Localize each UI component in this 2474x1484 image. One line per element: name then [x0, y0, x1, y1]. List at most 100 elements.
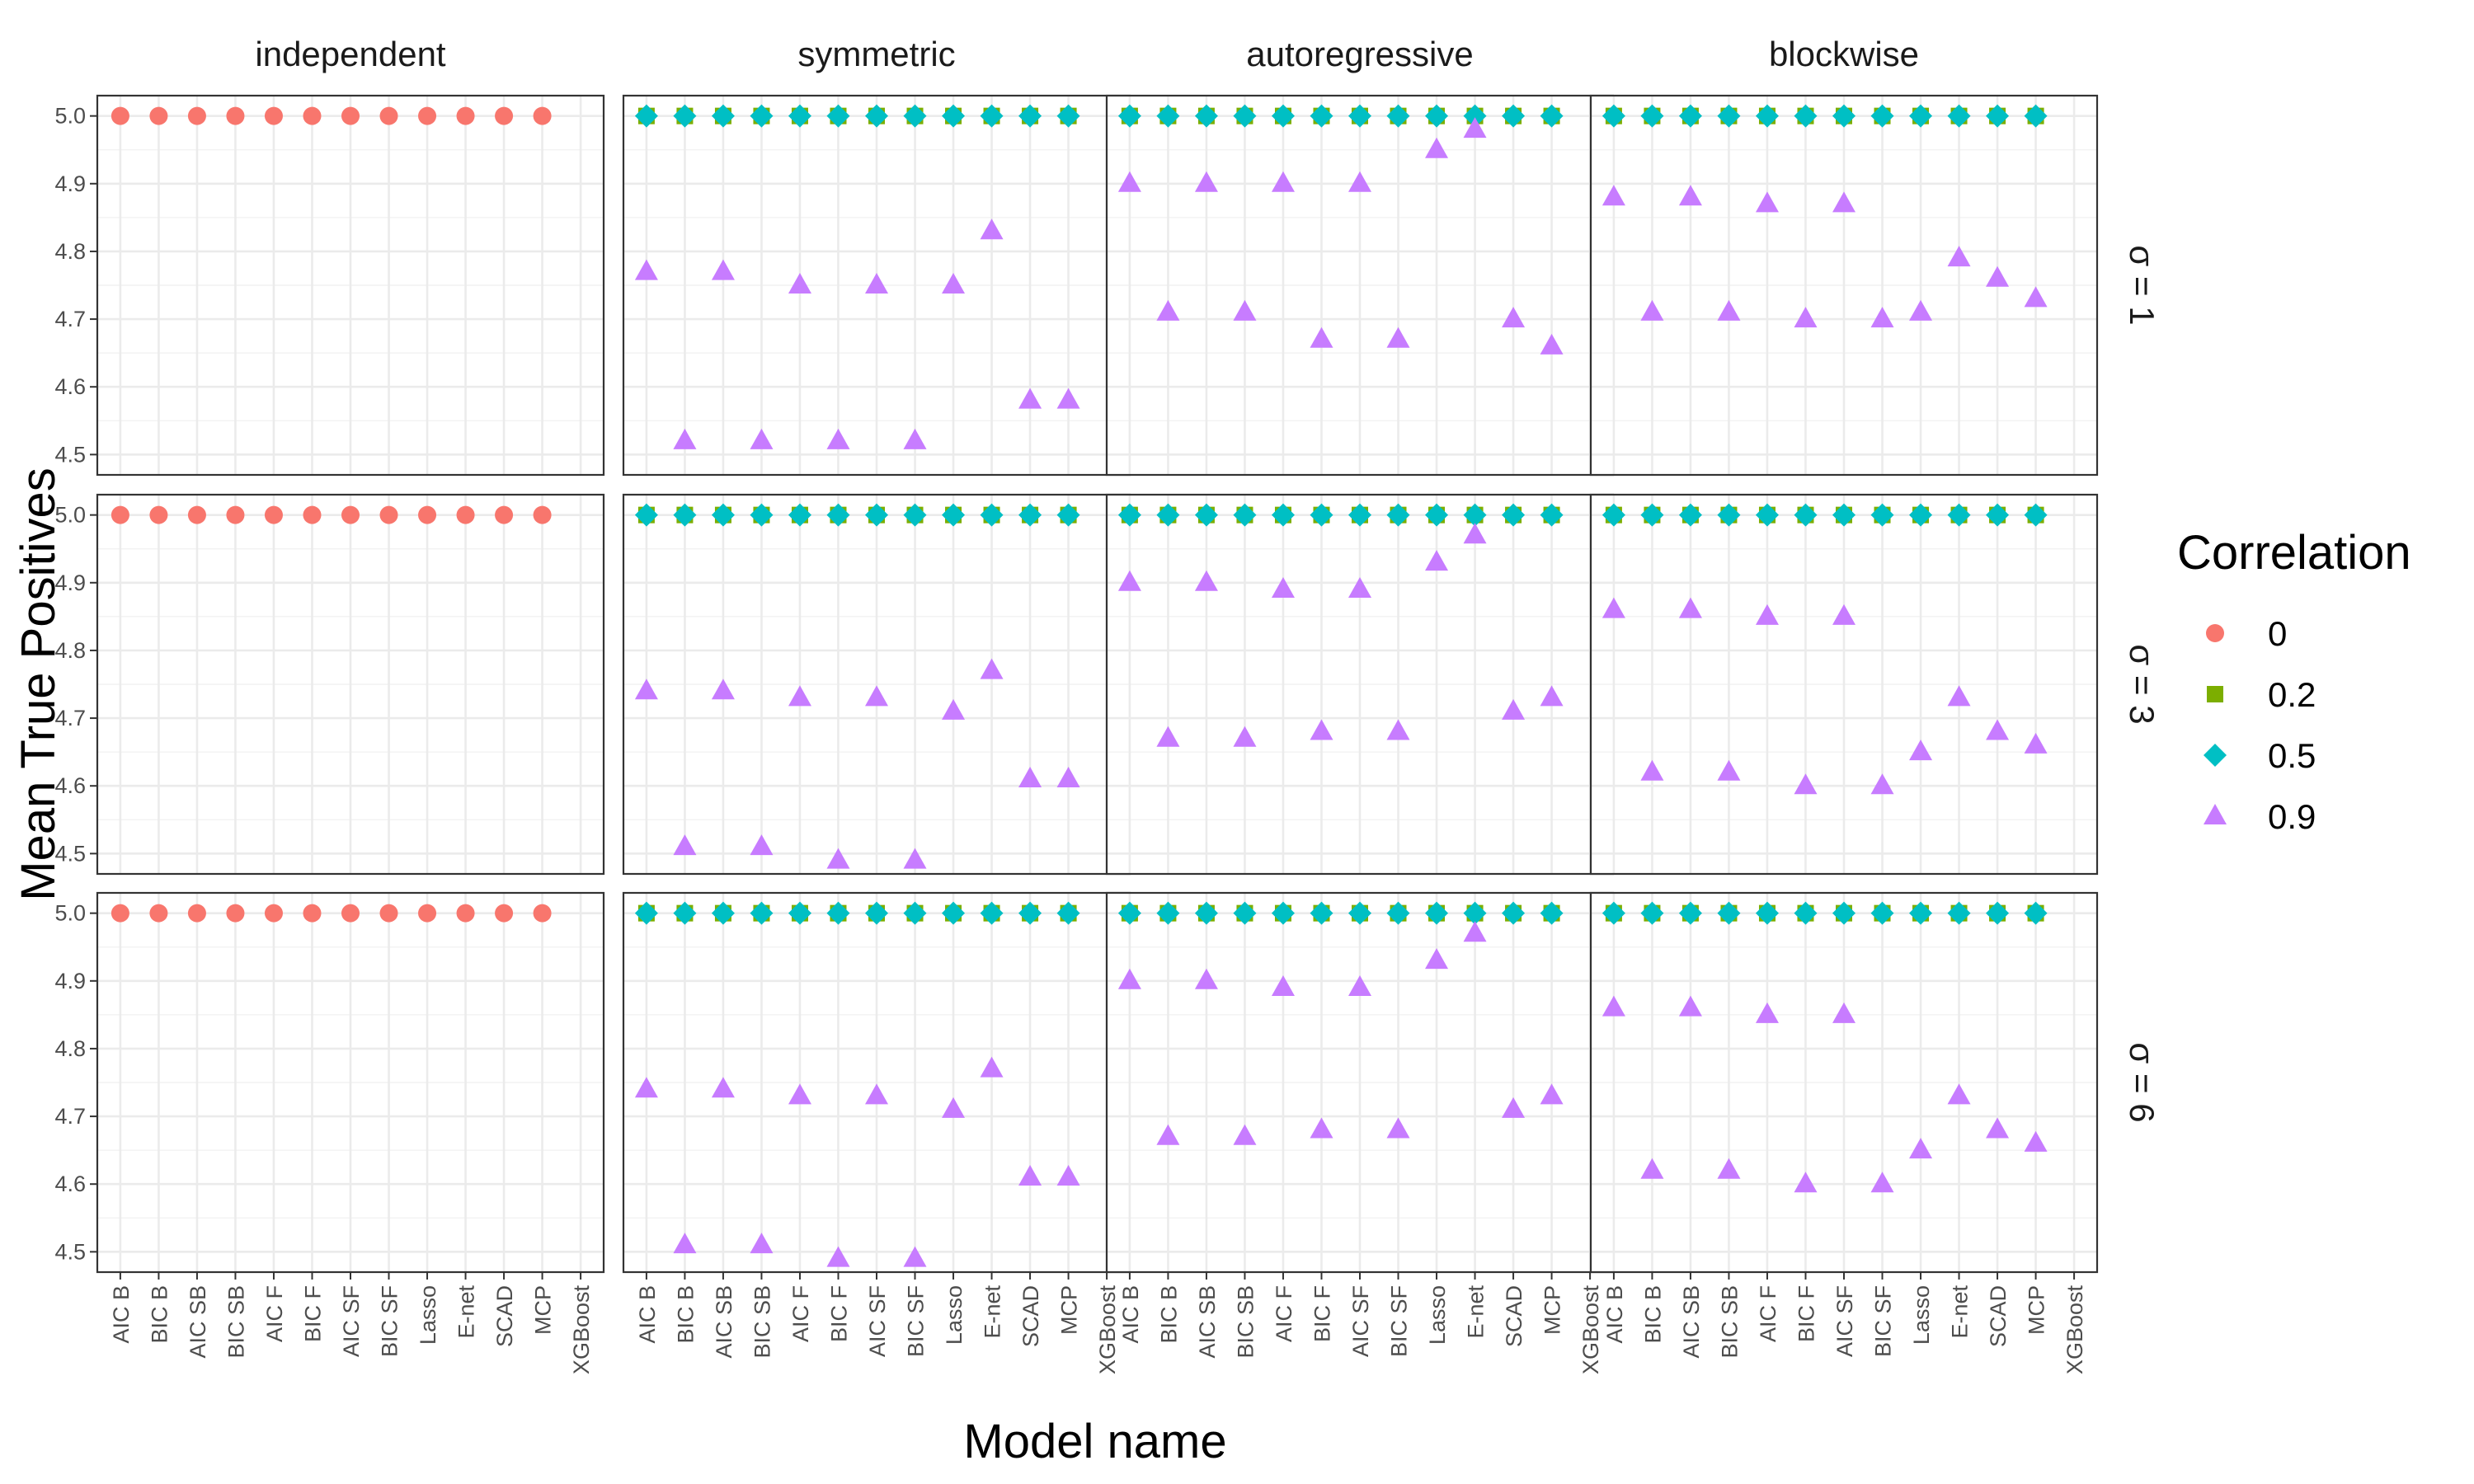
data-point	[1678, 995, 1702, 1017]
x-tick-label: Lasso	[942, 1285, 967, 1345]
data-point	[673, 503, 697, 527]
y-tick-label: 4.9	[54, 171, 86, 196]
data-point	[1832, 191, 1856, 213]
data-point	[1602, 995, 1625, 1017]
data-point	[1233, 901, 1257, 925]
data-point	[1018, 503, 1042, 527]
x-tick-label: BIC B	[147, 1285, 172, 1344]
x-tick-label: AIC F	[1756, 1285, 1780, 1342]
data-point	[788, 901, 811, 925]
data-point	[1909, 1138, 1933, 1159]
data-point	[2024, 1130, 2048, 1152]
legend-entry: 0.2	[2207, 675, 2316, 714]
y-tick-label: 4.9	[54, 969, 86, 993]
data-point	[865, 685, 888, 707]
data-point	[1425, 104, 1449, 128]
data-point	[1540, 685, 1564, 707]
data-point	[1018, 901, 1042, 925]
data-point	[711, 259, 735, 280]
data-point	[1233, 726, 1257, 747]
data-point	[1678, 597, 1702, 618]
data-point	[1502, 1097, 1526, 1118]
data-point	[1348, 577, 1371, 598]
data-point	[942, 503, 966, 527]
data-point	[903, 503, 927, 527]
facet-row-label: σ = 1	[2123, 245, 2161, 325]
data-point	[1986, 1117, 2010, 1139]
data-point	[533, 505, 552, 524]
data-point	[942, 698, 966, 720]
data-point	[149, 505, 168, 524]
data-point	[111, 106, 129, 125]
data-point	[1386, 104, 1410, 128]
panels	[96, 94, 2099, 1274]
y-tick-label: 5.0	[54, 901, 86, 926]
data-point	[303, 505, 322, 524]
data-point	[187, 505, 206, 524]
data-point	[1117, 171, 1141, 192]
data-point	[1540, 503, 1564, 527]
data-point	[1909, 299, 1933, 321]
data-point	[1463, 503, 1487, 527]
x-tick-label: AIC F	[262, 1285, 287, 1342]
data-point	[1986, 265, 2010, 287]
x-tick-label: BIC SF	[1871, 1285, 1896, 1357]
y-tick-label: 5.0	[54, 503, 86, 528]
data-point	[1310, 503, 1333, 527]
legend-key-triangle-icon	[2204, 804, 2227, 824]
data-point	[495, 904, 514, 923]
x-tick-label: AIC SB	[1195, 1285, 1220, 1359]
facet-panel	[622, 493, 1131, 876]
data-point	[711, 901, 735, 925]
data-point	[1832, 1002, 1856, 1023]
data-point	[264, 904, 283, 923]
facet-panel	[1105, 94, 1615, 477]
data-point	[1717, 901, 1741, 925]
data-point	[1425, 901, 1449, 925]
data-point	[942, 273, 966, 294]
x-axis-title: Model name	[963, 1415, 1226, 1468]
x-tick-label: BIC SF	[1387, 1285, 1412, 1357]
data-point	[1117, 901, 1141, 925]
data-point	[1233, 104, 1257, 128]
legend-label: 0	[2268, 614, 2287, 653]
data-point	[826, 848, 850, 869]
data-point	[379, 505, 398, 524]
data-point	[1832, 503, 1856, 527]
data-point	[826, 428, 850, 449]
data-point	[1640, 299, 1664, 321]
data-point	[341, 106, 360, 125]
data-point	[1832, 104, 1856, 128]
data-point	[1502, 503, 1526, 527]
legend-key-diamond-icon	[2204, 744, 2227, 767]
facet-panel	[1589, 94, 2099, 477]
data-point	[980, 104, 1004, 128]
data-point	[788, 104, 811, 128]
data-point	[149, 904, 168, 923]
data-point	[1018, 387, 1042, 409]
data-point	[1794, 104, 1818, 128]
data-point	[1386, 1117, 1410, 1139]
facet-column-label: symmetric	[797, 35, 955, 73]
data-point	[1794, 503, 1818, 527]
data-point	[1870, 307, 1894, 328]
data-point	[826, 901, 850, 925]
x-tick-label: BIC SB	[1717, 1285, 1742, 1359]
x-tick-label: Lasso	[1909, 1285, 1934, 1345]
x-tick-label: AIC SB	[186, 1285, 210, 1359]
facet-column-label: autoregressive	[1246, 35, 1473, 73]
data-point	[1502, 307, 1526, 328]
data-point	[1870, 104, 1894, 128]
data-point	[1156, 1124, 1180, 1145]
facet-panel	[96, 891, 605, 1274]
data-point	[673, 1233, 697, 1254]
y-tick-label: 4.5	[54, 841, 86, 866]
data-point	[2024, 732, 2048, 754]
data-point	[750, 428, 774, 449]
legend-entry: 0.5	[2204, 736, 2316, 775]
data-point	[1156, 901, 1180, 925]
data-point	[750, 503, 774, 527]
x-tick-label: BIC B	[673, 1285, 698, 1344]
data-point	[750, 834, 774, 856]
data-point	[1425, 503, 1449, 527]
